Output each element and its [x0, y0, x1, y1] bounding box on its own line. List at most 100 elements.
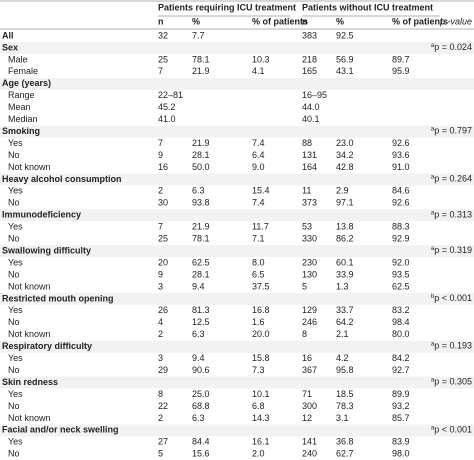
row-label: No	[8, 234, 20, 244]
cell: 7.4	[252, 138, 265, 148]
cell: 80.0	[392, 329, 410, 339]
row-label: Yes	[8, 257, 23, 267]
cell: 383	[302, 30, 317, 40]
p-text: p = 0.305	[434, 377, 472, 387]
p-text: p = 0.313	[434, 210, 472, 220]
row-label: All	[2, 30, 14, 40]
section-label: Age (years)	[2, 78, 51, 88]
cell: 16	[158, 162, 168, 172]
p-note: a	[431, 246, 435, 252]
cell: 28.1	[192, 269, 210, 279]
cell: 9	[158, 150, 163, 160]
cell: 32	[158, 30, 168, 40]
cell: 41.0	[158, 114, 176, 124]
cell: 6.5	[252, 269, 265, 279]
cell: 33.9	[336, 269, 354, 279]
cell: 34.2	[336, 150, 354, 160]
cell: 240	[302, 449, 317, 459]
cell: 85.7	[392, 413, 410, 423]
section-band	[0, 77, 474, 90]
cell: 5	[158, 449, 163, 459]
section-label: Facial and/or neck swelling	[2, 425, 119, 435]
row-label: No	[8, 401, 20, 411]
cell: 22–81	[158, 90, 183, 100]
row-label: Yes	[8, 222, 23, 232]
cell: 9.0	[252, 162, 265, 172]
section-band	[0, 376, 474, 389]
cell: 68.8	[192, 401, 210, 411]
cell: 3	[158, 281, 163, 291]
section-band	[0, 125, 474, 138]
column-header: % of patients	[252, 16, 308, 26]
cell: 91.0	[392, 162, 410, 172]
cell: 84.4	[192, 437, 210, 447]
cell: 367	[302, 365, 317, 375]
row-label: No	[8, 198, 20, 208]
p-note: a	[431, 425, 435, 431]
p-value: ap = 0.024	[431, 42, 472, 52]
cell: 42.8	[336, 162, 354, 172]
cell: 7.3	[252, 365, 265, 375]
cell: 10.3	[252, 54, 270, 64]
p-note: a	[431, 174, 435, 180]
cell: 7.4	[252, 198, 265, 208]
cell: 93.8	[192, 198, 210, 208]
cell: 56.9	[336, 54, 354, 64]
section-band	[0, 245, 474, 258]
cell: 29	[158, 365, 168, 375]
row-label: Yes	[8, 305, 23, 315]
cell: 8.0	[252, 257, 265, 267]
p-value: bp < 0.001	[431, 293, 472, 303]
cell: 88.3	[392, 222, 410, 232]
cell: 93.2	[392, 401, 410, 411]
row-label: Female	[8, 66, 38, 76]
column-header: n	[302, 16, 308, 26]
cell: 78.1	[192, 234, 210, 244]
cell: 25.0	[192, 389, 210, 399]
cell: 2	[158, 413, 163, 423]
section-label: Respiratory difficulty	[2, 341, 92, 351]
cell: 230	[302, 257, 317, 267]
cell: 43.1	[336, 66, 354, 76]
cell: 64.2	[336, 317, 354, 327]
row-label: No	[8, 317, 20, 327]
cell: 164	[302, 162, 317, 172]
cell: 9.4	[192, 353, 205, 363]
cell: 20	[158, 257, 168, 267]
cell: 83.9	[392, 437, 410, 447]
cell: 22	[158, 401, 168, 411]
cell: 15.8	[252, 353, 270, 363]
section-band	[0, 340, 474, 353]
cell: 26	[158, 305, 168, 315]
p-note: a	[431, 341, 435, 347]
cell: 89.7	[392, 54, 410, 64]
cell: 5	[302, 281, 307, 291]
cell: 92.0	[392, 257, 410, 267]
section-label: Sex	[2, 42, 18, 52]
cell: 92.7	[392, 365, 410, 375]
p-value: ap = 0.305	[431, 377, 472, 387]
cell: 60.1	[336, 257, 354, 267]
cell: 3	[158, 353, 163, 363]
cell: 84.2	[392, 353, 410, 363]
cell: 21.9	[192, 222, 210, 232]
cell: 16–95	[302, 90, 327, 100]
cell: 97.1	[336, 198, 354, 208]
p-value: ap = 0.319	[431, 245, 472, 255]
cell: 7	[158, 222, 163, 232]
cell: 62.5	[392, 281, 410, 291]
row-label: Yes	[8, 353, 23, 363]
cell: 131	[302, 150, 317, 160]
cell: 44.0	[302, 102, 320, 112]
cell: 4.2	[336, 353, 349, 363]
p-text: p = 0.264	[434, 174, 472, 184]
cell: 330	[302, 234, 317, 244]
row-label: No	[8, 449, 20, 459]
p-note: b	[431, 293, 435, 299]
cell: 33.7	[336, 305, 354, 315]
cell: 6.3	[192, 413, 205, 423]
cell: 37.5	[252, 281, 270, 291]
p-note: a	[431, 210, 435, 216]
cell: 89.9	[392, 389, 410, 399]
